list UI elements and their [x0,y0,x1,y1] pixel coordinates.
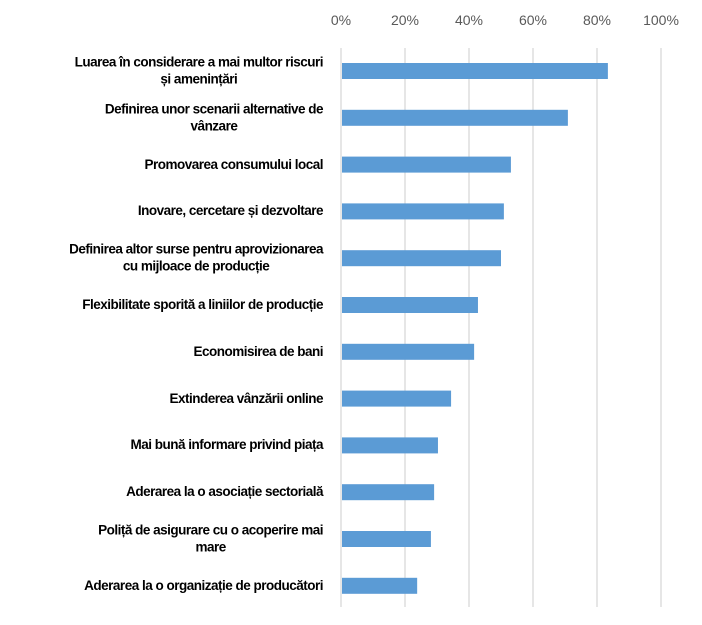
category-label-text: Definirea altor surse pentru aproviziona… [69,241,323,275]
bar [342,437,438,454]
bar [342,577,418,594]
category-label-line: Definirea unor scenarii alternative de [104,101,324,117]
bar [342,156,511,173]
bar [342,203,504,220]
category-label-line: Economisirea de bani [193,343,323,359]
x-tick-label: 20% [390,12,420,28]
category-label-text: Economisirea de bani [193,343,323,360]
category-label-line: Aderarea la o organizație de producători [84,577,323,593]
category-label-line: Poliță de asigurare cu o acoperire mai [98,522,323,538]
category-label: Definirea unor scenarii alternative de vâ… [3,100,324,135]
category-label-line: Inovare, cercetare și dezvoltare [137,203,324,219]
bar [342,343,475,360]
bar [342,250,501,267]
category-label-line: Definirea altor surse pentru aproviziona… [69,241,323,257]
bar [342,531,431,547]
bar [342,297,478,313]
category-label: Mai bună informare privind piața [3,436,323,454]
category-label-text: Aderarea la o asociație sectorială [126,483,323,500]
bar [342,109,568,126]
category-label-text: Flexibilitate sporită a liniilor de prod… [82,296,323,313]
category-label-line: vânzare [190,118,238,134]
bar [342,63,608,79]
bar [342,390,452,407]
category-label-text: Aderarea la o organizație de producători [84,577,323,594]
x-tick-label: 40% [454,12,484,28]
category-label-text: Luarea în considerare a mai multor riscu… [74,54,324,88]
category-label-text: Poliță de asigurare cu o acoperire mai ma… [98,522,323,556]
category-label-text: Mai bună informare privind piața [130,436,323,453]
x-tick-label: 80% [582,12,612,28]
category-label-text: Definirea unor scenarii alternative de vâ… [104,100,324,134]
category-label-line: cu mijloace de producție [122,258,270,274]
category-label-line: Luarea în considerare a mai multor riscu… [74,54,324,70]
x-tick-label: 100% [643,12,679,28]
category-label-line: Flexibilitate sporită a liniilor de prod… [82,297,323,312]
category-label-line: mare [195,539,226,555]
category-label: Extinderea vânzării online [3,390,323,408]
category-label: Luarea în considerare a mai multor riscu… [3,54,324,89]
category-label: Aderarea la o organizație de producători [3,577,323,595]
category-label-text: Promovarea consumului local [144,156,323,173]
category-label-line: Mai bună informare privind piața [130,437,323,453]
category-label-text: Inovare, cercetare și dezvoltare [137,202,324,219]
category-label: Flexibilitate sporită a liniilor de prod… [3,296,323,314]
bar [342,484,435,501]
category-label-line: Aderarea la o asociație sectorială [126,484,323,500]
category-label-line: Extinderea vânzării online [169,390,323,406]
category-label: Promovarea consumului local [3,156,323,174]
category-label-line: Promovarea consumului local [144,156,323,172]
category-label: Economisirea de bani [3,343,323,361]
category-label-line: și amenințări [160,71,238,87]
category-label: Poliță de asigurare cu o acoperire mai ma… [3,522,323,557]
category-label-text: Extinderea vânzării online [169,390,323,407]
x-tick-label: 60% [518,12,548,28]
category-label: Inovare, cercetare și dezvoltare [3,202,324,220]
category-label: Definirea altor surse pentru aproviziona… [3,241,323,276]
x-tick-label: 0% [330,12,352,28]
category-label: Aderarea la o asociație sectorială [3,483,323,501]
